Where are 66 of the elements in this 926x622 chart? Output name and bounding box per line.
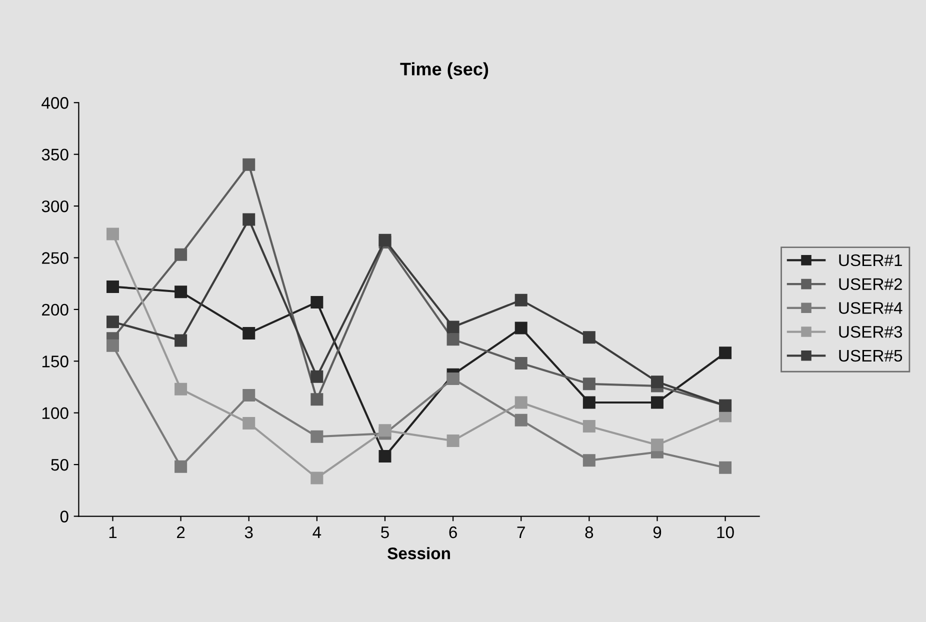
x-tick-label: 9 (653, 526, 662, 538)
y-tick-label: 200 (42, 304, 68, 316)
y-tick-label: 0 (60, 510, 68, 522)
x-tick-label: 3 (244, 526, 253, 538)
point (106, 316, 119, 328)
point (174, 286, 188, 298)
point (446, 434, 460, 448)
point (242, 158, 256, 171)
point (719, 346, 732, 360)
x-axis-title: Session (388, 547, 450, 560)
point (242, 326, 256, 340)
point (310, 296, 324, 308)
point (174, 334, 188, 347)
point (174, 248, 188, 261)
point (514, 294, 528, 306)
point (242, 416, 256, 430)
point (650, 376, 664, 388)
point (378, 450, 392, 463)
x-tick-label: 8 (585, 526, 594, 538)
point (650, 396, 664, 409)
point (582, 454, 596, 467)
point (106, 228, 119, 240)
x-tick-label: 2 (177, 526, 185, 538)
legend-label: USER#3 (839, 326, 902, 338)
point (446, 372, 460, 385)
x-tick-label: 5 (381, 526, 389, 538)
point (446, 320, 460, 334)
legend-label: USER#5 (839, 350, 902, 362)
point (106, 339, 119, 352)
y-tick-label: 250 (42, 252, 68, 264)
point (310, 472, 324, 484)
point (378, 424, 392, 437)
point (310, 430, 324, 443)
point (582, 396, 596, 409)
legend-label: USER#2 (839, 278, 902, 290)
point (106, 280, 119, 293)
point (514, 356, 528, 370)
point (514, 396, 528, 409)
point (242, 389, 256, 402)
x-tick-label: 4 (312, 526, 322, 538)
point (650, 438, 664, 452)
point (582, 378, 596, 390)
point (719, 461, 732, 474)
chart-title: Time (sec) (400, 62, 488, 80)
point (514, 414, 528, 426)
x-tick-label: 6 (449, 526, 457, 538)
y-tick-label: 350 (42, 148, 68, 161)
legend-label: USER#1 (839, 254, 902, 266)
legend-label: USER#4 (839, 302, 902, 314)
point (446, 333, 460, 346)
y-tick-label: 150 (42, 356, 68, 368)
y-tick-label: 100 (42, 407, 68, 420)
point (174, 382, 188, 396)
point (310, 393, 324, 406)
point (174, 460, 188, 473)
y-tick-label: 300 (42, 200, 68, 212)
point (242, 213, 256, 226)
x-tick-label: 10 (717, 526, 734, 538)
y-tick-label: 50 (51, 458, 68, 471)
x-tick-label: 7 (517, 526, 525, 538)
x-tick-label: 1 (109, 526, 117, 538)
y-tick-label: 400 (42, 97, 68, 109)
point (582, 420, 596, 433)
point (514, 322, 528, 334)
point (582, 331, 596, 344)
point (310, 370, 324, 383)
